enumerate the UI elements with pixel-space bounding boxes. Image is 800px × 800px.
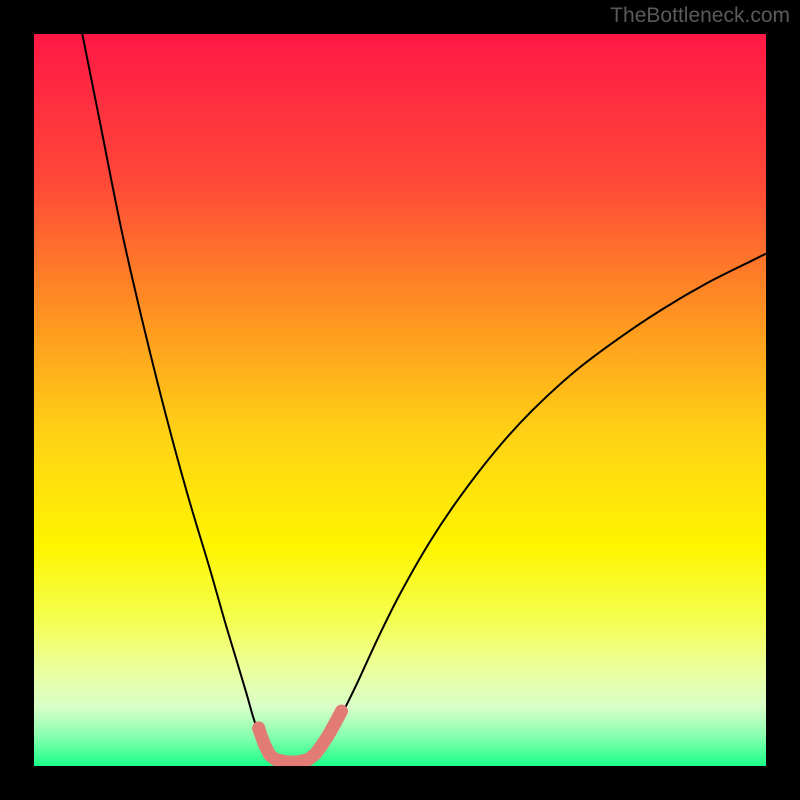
gradient-background	[34, 34, 766, 766]
bottleneck-curve-chart	[0, 0, 800, 800]
chart-container: TheBottleneck.com	[0, 0, 800, 800]
watermark-text: TheBottleneck.com	[610, 4, 790, 28]
overlay-dot	[252, 721, 265, 734]
overlay-right-cap	[335, 705, 348, 718]
